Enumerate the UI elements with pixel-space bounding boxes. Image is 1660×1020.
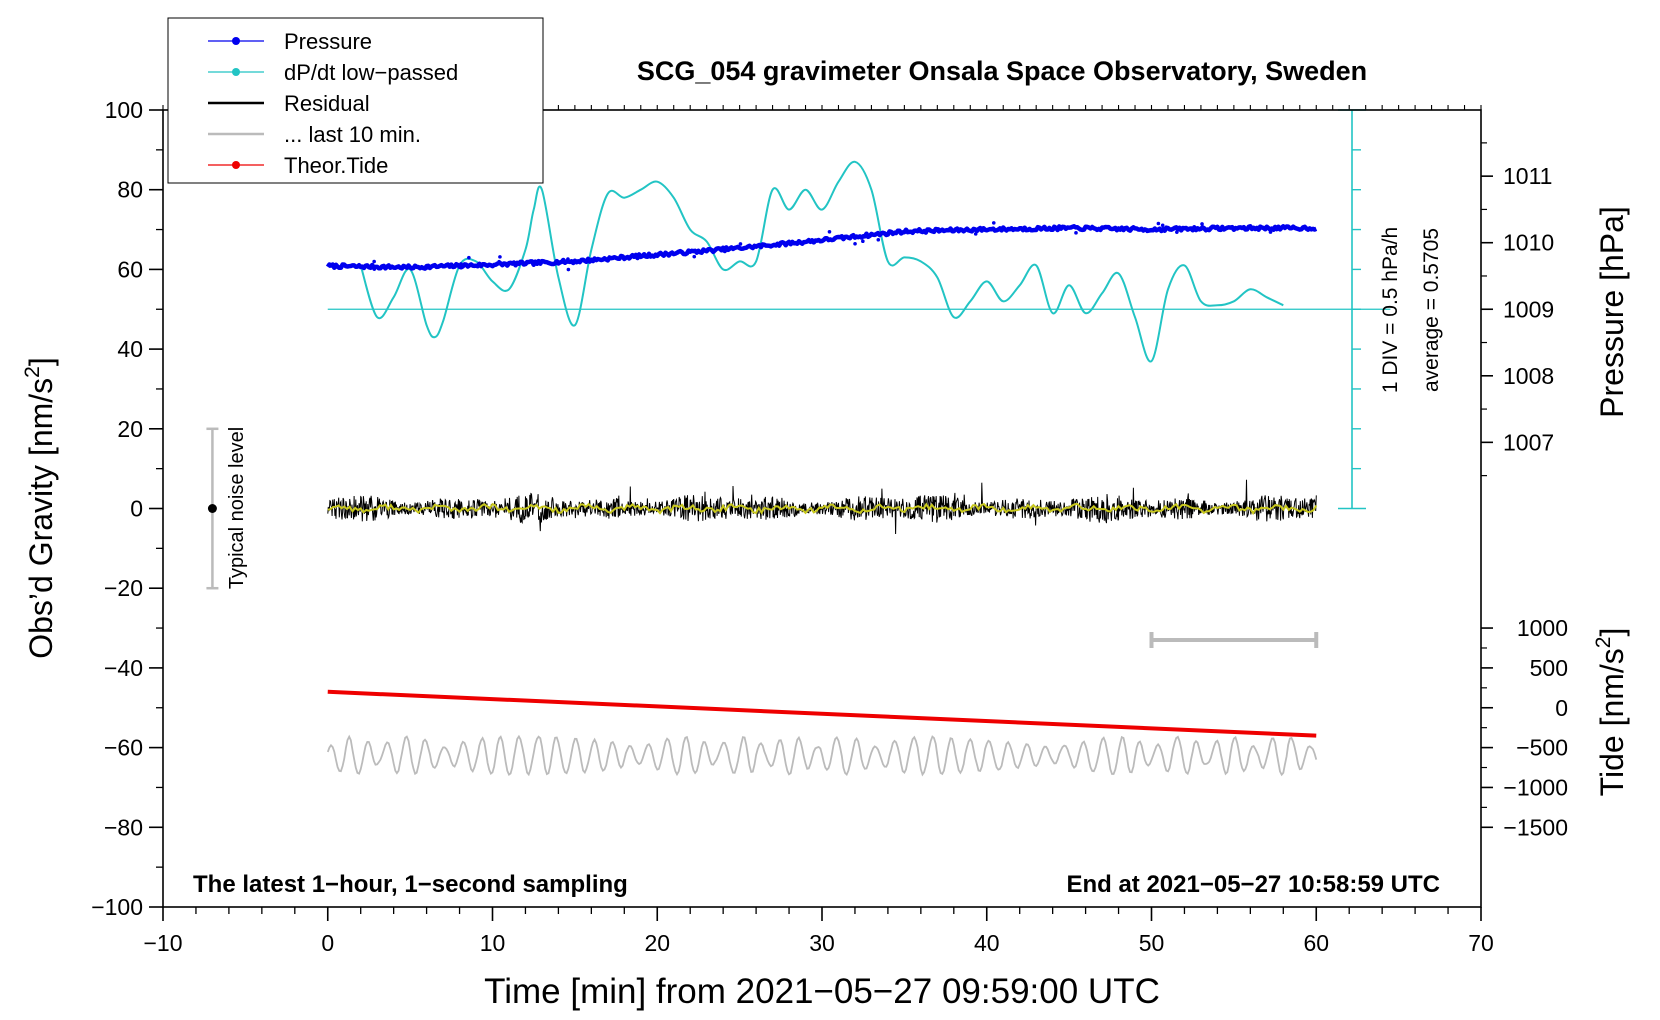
y-tick-label--100: −100	[91, 894, 143, 920]
x-tick-label-0: 0	[321, 930, 334, 956]
pressure-point	[1268, 230, 1273, 234]
pressure-point	[861, 239, 865, 244]
legend-label-0: Pressure	[284, 29, 372, 54]
pressure-tick-label-1009: 1009	[1503, 296, 1554, 322]
pressure-point	[1145, 229, 1150, 234]
pressure-point	[1156, 221, 1161, 226]
plot-frame	[162, 109, 1482, 908]
pressure-point	[1200, 222, 1204, 226]
tide-tick-label--1500: −1500	[1503, 814, 1568, 840]
x-tick-label-10: 10	[480, 930, 506, 956]
pressure-point	[991, 221, 996, 225]
pressure-point	[666, 254, 671, 258]
x-tick-label-50: 50	[1139, 930, 1165, 956]
y-tick-label-0: 0	[130, 496, 143, 522]
pressure-point	[1074, 231, 1078, 235]
pressure-point	[827, 229, 832, 234]
y-axis-label-tide: Tide [nm/s2]	[1592, 628, 1630, 797]
axis-tick-labels: −10 0 10 20 30 40 50 60 70−100−80−60−40−20020406…	[91, 97, 1568, 956]
chart-title: SCG_054 gravimeter Onsala Space Observat…	[637, 56, 1367, 86]
x-tick-label-40: 40	[974, 930, 1000, 956]
pressure-point	[372, 259, 376, 264]
pressure-point	[738, 242, 743, 246]
y-tick-label-20: 20	[117, 416, 143, 442]
legend-swatch-marker-4	[232, 161, 240, 169]
annotation-sampling: The latest 1−hour, 1−second sampling	[193, 871, 628, 898]
pressure-point	[498, 255, 502, 259]
y-tick-label--20: −20	[104, 575, 143, 601]
pressure-point	[425, 266, 430, 270]
pressure-point	[853, 241, 857, 246]
pressure-point	[372, 267, 377, 271]
x-tick-label-20: 20	[644, 930, 670, 956]
pressure-point	[692, 254, 697, 259]
x-tick-label-70: 70	[1468, 930, 1494, 956]
pressure-point	[497, 259, 501, 264]
x-tick-label-30: 30	[809, 930, 835, 956]
y-tick-label--80: −80	[104, 814, 143, 840]
pressure-point	[566, 267, 571, 272]
pressure-tick-label-1011: 1011	[1503, 163, 1552, 189]
pressure-tick-label-1007: 1007	[1503, 429, 1554, 455]
y-tick-label--60: −60	[104, 735, 143, 761]
pressure-point	[956, 227, 961, 232]
pressure-tick-label-1008: 1008	[1503, 363, 1554, 389]
annotation-end-time: End at 2021−05−27 10:58:59 UTC	[1066, 871, 1440, 898]
pressure-point	[1175, 230, 1179, 234]
legend-label-1: dP/dt low−passed	[284, 60, 458, 85]
pressure-point	[876, 237, 881, 242]
scale-text-div: 1 DIV = 0.5 hPa/h	[1379, 227, 1402, 393]
legend-swatch-marker-0	[232, 37, 240, 45]
legend-label-3: ... last 10 min.	[284, 122, 421, 147]
series-last10min-line	[326, 734, 1318, 777]
series-pressure-line	[325, 224, 1318, 271]
series-residual-smoothed	[327, 502, 1318, 516]
y-axis-label-pressure: Pressure [hPa]	[1594, 206, 1630, 418]
legend-label-4: Theor.Tide	[284, 153, 388, 178]
legend-label-2: Residual	[284, 91, 370, 116]
series-dpdt-line	[359, 160, 1284, 363]
y-tick-label-60: 60	[117, 256, 143, 282]
axis-ticks	[149, 105, 1493, 921]
pressure-point	[566, 257, 570, 261]
scale-text-average: average = 0.5705	[1420, 228, 1443, 392]
tide-tick-label-500: 500	[1530, 655, 1568, 681]
series-residual-line	[327, 479, 1317, 535]
pressure-point	[1109, 226, 1113, 231]
y-tick-label--40: −40	[104, 655, 143, 681]
y-axis-label-gravity: Obs’d Gravity [nm/s2]	[21, 357, 59, 659]
x-tick-label--10: −10	[143, 930, 182, 956]
y-tick-label-100: 100	[105, 97, 143, 123]
pressure-point	[1160, 223, 1165, 228]
x-axis-label: Time [min] from 2021−05−27 09:59:00 UTC	[484, 972, 1160, 1011]
legend-swatch-marker-1	[232, 68, 240, 76]
pressure-point	[973, 232, 978, 236]
legend: Pressure dP/dt low−passed Residual ... last…	[167, 17, 544, 184]
pressure-tick-label-1010: 1010	[1503, 230, 1554, 256]
tide-tick-label--500: −500	[1516, 735, 1568, 761]
noise-bar-center-dot	[207, 504, 217, 513]
y-tick-label-40: 40	[117, 336, 143, 362]
noise-level-label: Typical noise level	[226, 427, 248, 589]
tide-tick-label-1000: 1000	[1517, 615, 1568, 641]
series-tide-line	[327, 689, 1317, 738]
pressure-point	[382, 265, 387, 269]
pressure-point	[550, 262, 555, 266]
pressure-point	[936, 227, 941, 231]
tide-tick-label-0: 0	[1555, 695, 1568, 721]
legend-box	[167, 17, 544, 184]
pressure-point	[459, 262, 463, 266]
tide-tick-label--1000: −1000	[1503, 774, 1568, 800]
series-layer	[206, 109, 1391, 777]
y-tick-label-80: 80	[117, 177, 143, 203]
pressure-point	[467, 255, 471, 260]
x-tick-label-60: 60	[1303, 930, 1329, 956]
